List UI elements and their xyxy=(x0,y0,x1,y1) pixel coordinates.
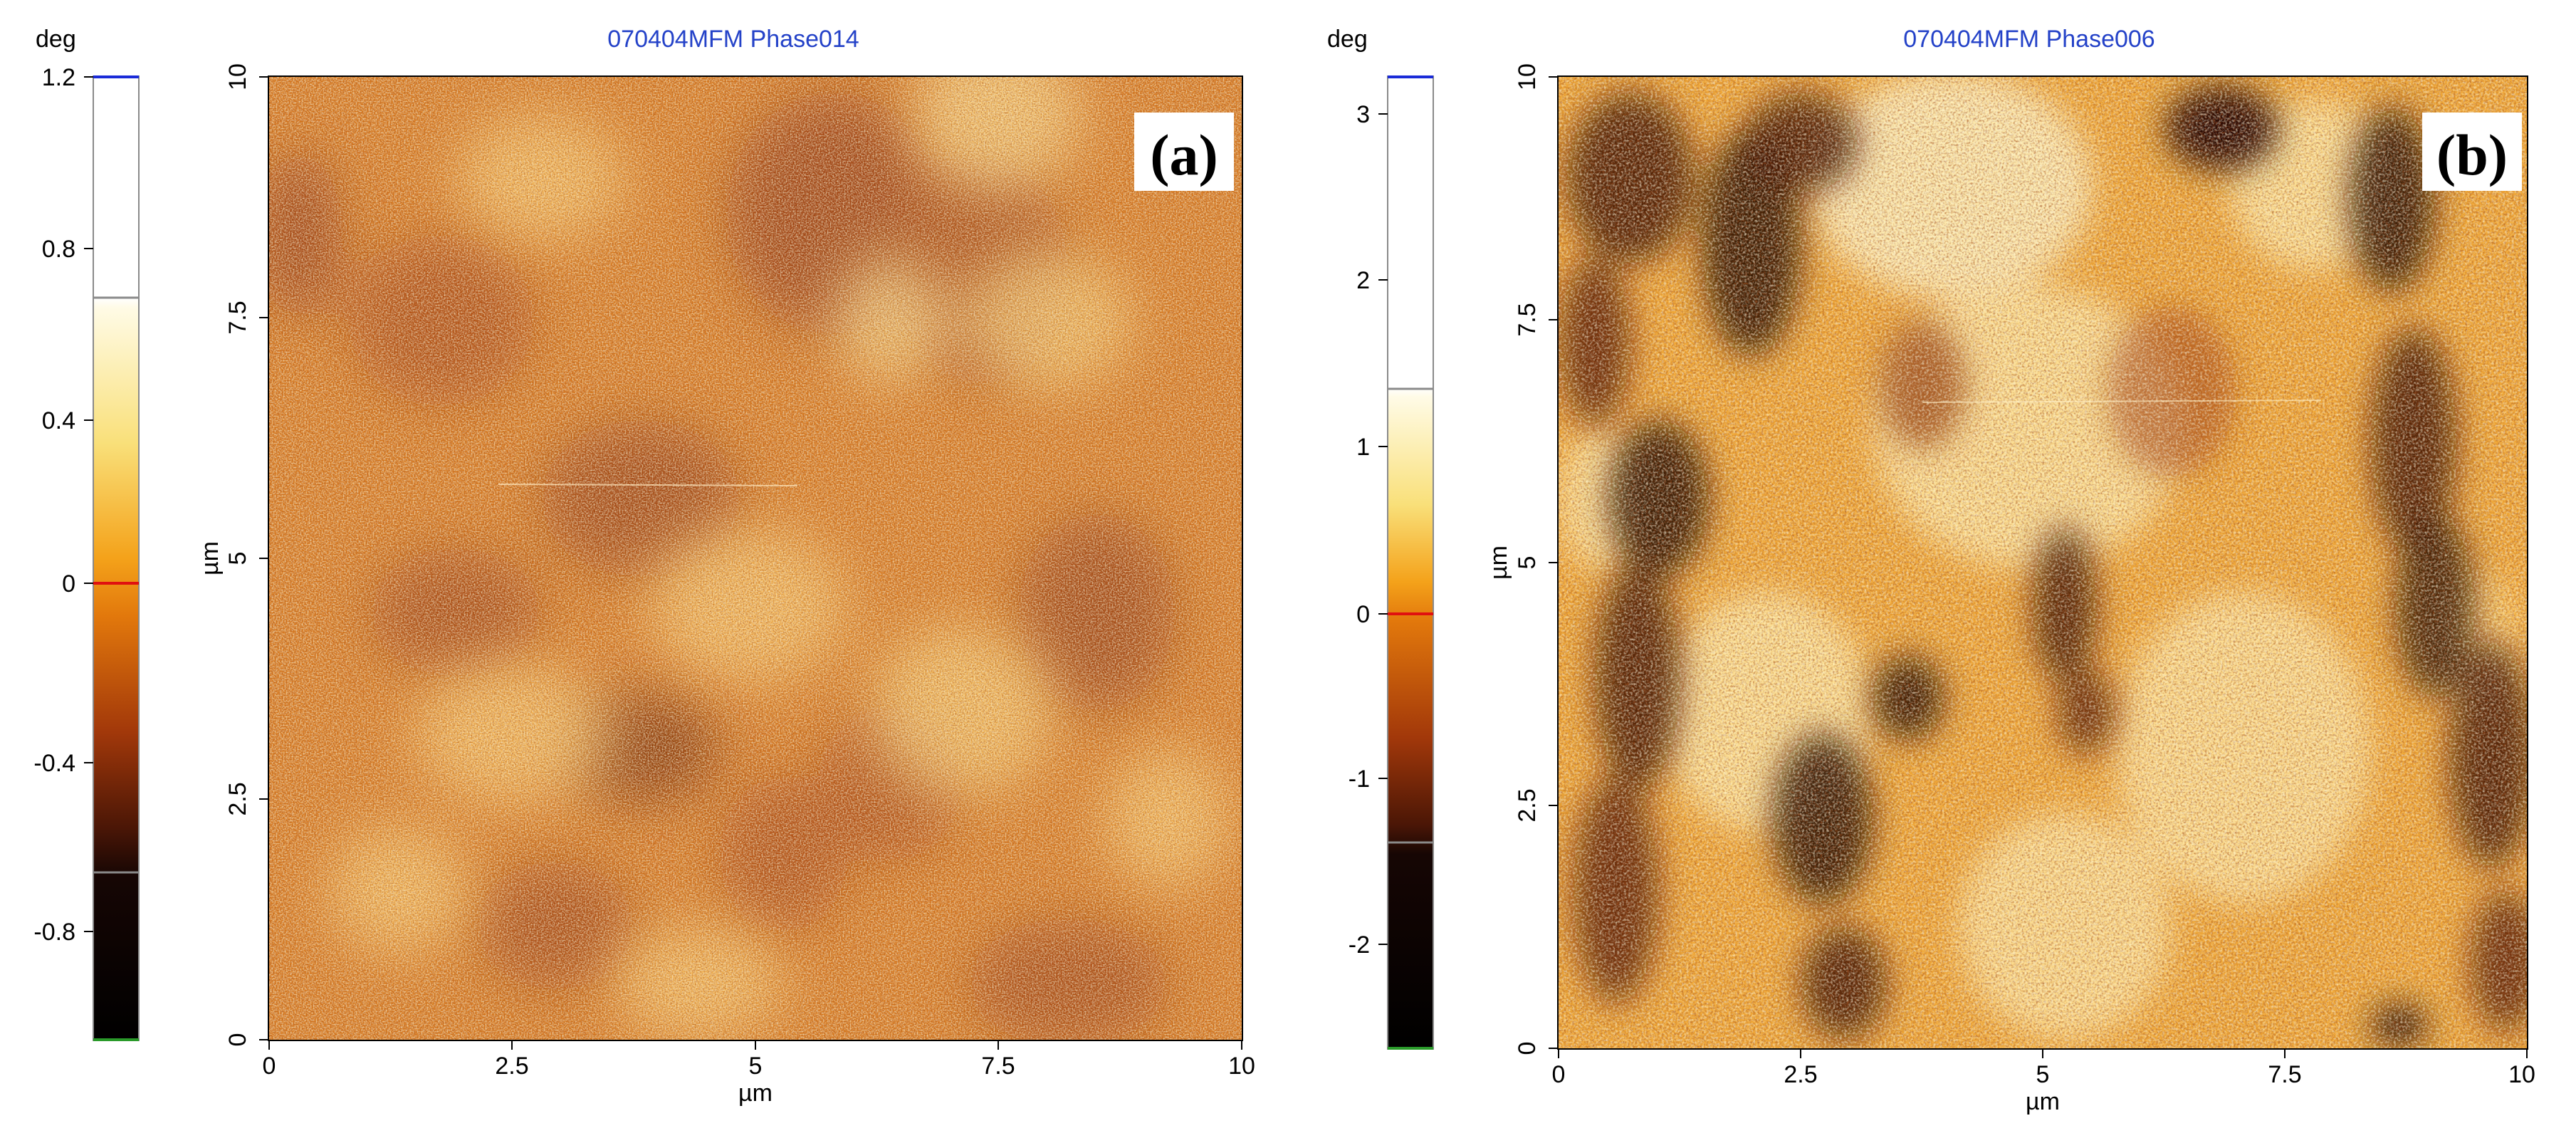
panel-a: deg 1.2 0.8 0.4 0 -0.4 -0.8 xyxy=(33,26,1255,1107)
y-axis-a-tick: 10 xyxy=(224,63,251,90)
colorbar-b-tick: 0 xyxy=(1356,601,1370,628)
y-axis-a-tick: 7.5 xyxy=(224,301,251,334)
colorbar-b-unit: deg xyxy=(1327,26,1368,53)
x-axis-a-tick: 2.5 xyxy=(495,1053,528,1080)
panel-b: deg 3 2 1 0 -1 -2 xyxy=(1327,26,2535,1115)
colorbar-a-scale xyxy=(93,75,140,1041)
x-axis-a-tick: 0 xyxy=(263,1053,276,1080)
x-axis-b-tick: 10 xyxy=(2508,1061,2535,1088)
x-axis-b-tick: 7.5 xyxy=(2268,1061,2301,1088)
x-axis-a-tick: 7.5 xyxy=(981,1053,1015,1080)
x-axis-a-label: µm xyxy=(738,1080,773,1107)
x-axis-b-label: µm xyxy=(2026,1088,2060,1115)
panel-tag-b: (b) xyxy=(2422,113,2522,191)
svg-text:(a): (a) xyxy=(1150,122,1218,187)
image-b-title: 070404MFM Phase006 xyxy=(1903,26,2154,53)
y-axis-b-tick: 10 xyxy=(1514,63,1541,90)
y-axis-a-label: µm xyxy=(197,541,224,575)
colorbar-b-scale xyxy=(1387,75,1434,1050)
y-axis-a-tick: 0 xyxy=(224,1033,251,1047)
colorbar-b-tick: 2 xyxy=(1356,267,1370,294)
colorbar-a-tick: 1.2 xyxy=(42,64,75,91)
colorbar-a-unit: deg xyxy=(36,26,76,53)
colorbar-b-tick: -1 xyxy=(1349,766,1370,793)
y-axis-a-tick: 5 xyxy=(224,552,251,565)
svg-text:(b): (b) xyxy=(2436,122,2508,187)
y-axis-b-tick: 2.5 xyxy=(1514,788,1541,822)
x-axis-a-tick: 10 xyxy=(1228,1053,1255,1080)
colorbar-b-tick: 3 xyxy=(1356,101,1370,128)
x-axis-b-tick: 2.5 xyxy=(1784,1061,1817,1088)
y-axis-b-tick: 7.5 xyxy=(1514,303,1541,336)
mfm-image-b xyxy=(1558,76,2528,1049)
x-axis-b-tick: 0 xyxy=(1552,1061,1566,1088)
colorbar-a-tick: 0.4 xyxy=(42,407,75,434)
y-axis-a: 10 7.5 5 2.5 0 µm xyxy=(197,63,268,1046)
colorbar-a-tick: 0.8 xyxy=(42,236,75,263)
panel-tag-a: (a) xyxy=(1134,113,1234,191)
colorbar-a: deg 1.2 0.8 0.4 0 -0.4 -0.8 xyxy=(33,26,140,1041)
colorbar-a-tick: -0.4 xyxy=(33,750,75,777)
image-a-title: 070404MFM Phase014 xyxy=(607,26,859,53)
y-axis-a-tick: 2.5 xyxy=(224,782,251,815)
y-axis-b: 10 7.5 5 2.5 0 µm xyxy=(1485,63,1558,1055)
x-axis-b: 0 2.5 5 7.5 10 µm xyxy=(1552,1049,2535,1115)
colorbar-a-tick: 0 xyxy=(62,570,75,597)
mfm-image-a xyxy=(268,76,1242,1040)
y-axis-b-tick: 0 xyxy=(1514,1042,1541,1055)
y-axis-b-tick: 5 xyxy=(1514,556,1541,570)
colorbar-b: deg 3 2 1 0 -1 -2 xyxy=(1327,26,1434,1050)
y-axis-b-label: µm xyxy=(1485,546,1512,580)
colorbar-a-tick: -0.8 xyxy=(33,919,75,946)
colorbar-b-tick: -2 xyxy=(1349,931,1370,959)
colorbar-b-tick: 1 xyxy=(1356,434,1370,461)
x-axis-a: 0 2.5 5 7.5 10 µm xyxy=(263,1040,1255,1107)
x-axis-a-tick: 5 xyxy=(749,1053,763,1080)
x-axis-b-tick: 5 xyxy=(2036,1061,2050,1088)
